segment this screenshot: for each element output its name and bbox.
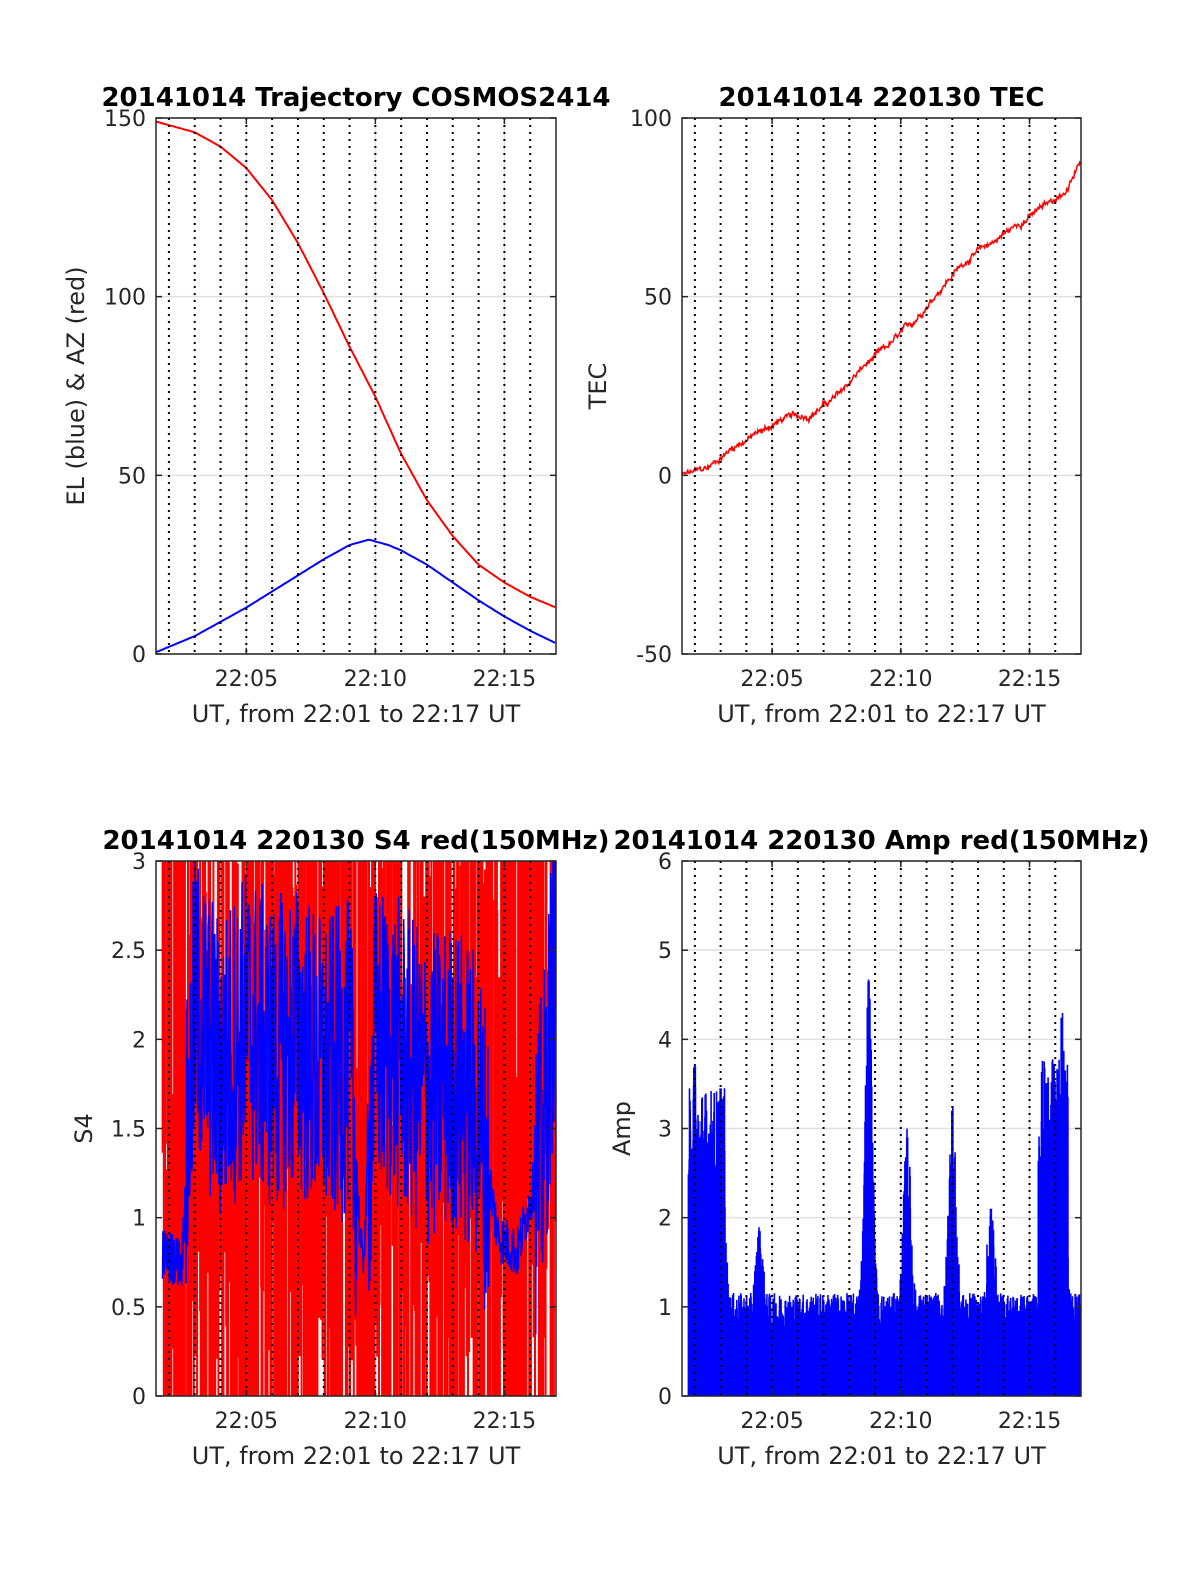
y-tick-label: 50 (118, 464, 146, 489)
y-tick-label: 100 (104, 286, 146, 311)
y-axis-label: EL (blue) & AZ (red) (62, 266, 90, 505)
chart-title: 20141014 Trajectory COSMOS2414 (101, 83, 610, 113)
y-tick-label: -50 (636, 643, 672, 668)
x-tick-label: 22:05 (740, 1409, 803, 1434)
series-line-blue (161, 861, 556, 1335)
series-group (682, 160, 1081, 476)
axes-box (155, 117, 557, 655)
axes-box (681, 117, 1082, 655)
series-group (161, 861, 556, 1396)
chart-panel-2: -50 0 50 100 22:05 22:10 22:15 20141014 220130 … (584, 83, 1082, 728)
x-tick-label: 22:05 (215, 667, 278, 692)
x-tick-label: 22:10 (869, 667, 932, 692)
x-axis-label: UT, from 22:01 to 22:17 UT (717, 1442, 1046, 1470)
y-tick-label: 5 (658, 939, 672, 964)
y-tick-label: 4 (658, 1028, 672, 1053)
chart-title: 20141014 220130 TEC (719, 83, 1045, 113)
y-tick-label: 1 (132, 1207, 146, 1232)
x-tick-label: 22:15 (473, 667, 536, 692)
x-tick-label: 22:10 (344, 1409, 407, 1434)
y-tick-label: 2.5 (111, 939, 146, 964)
x-tick-label: 22:15 (998, 1409, 1061, 1434)
x-axis-label: UT, from 22:01 to 22:17 UT (717, 700, 1046, 728)
y-tick-label: 0.5 (111, 1296, 146, 1321)
series-group (156, 120, 556, 654)
y-tick-label: 0 (132, 1385, 146, 1410)
x-tick-label: 22:10 (869, 1409, 932, 1434)
chart-title: 20141014 220130 Amp red(150MHz) (613, 826, 1149, 856)
y-tick-label: 100 (630, 107, 672, 132)
y-axis-label: S4 (70, 1113, 98, 1144)
y-tick-label: 2 (658, 1207, 672, 1232)
chart-panel-4: 0 1 2 3 4 5 6 22:05 22:10 22:15 20141014 220130 Am… (608, 826, 1150, 1470)
chart-title: 20141014 220130 S4 red(150MHz) (102, 826, 609, 856)
x-axis-label: UT, from 22:01 to 22:17 UT (192, 1442, 521, 1470)
y-axis-label: Amp (608, 1101, 636, 1156)
plot-area (682, 118, 1081, 654)
y-tick-label: 0 (132, 643, 146, 668)
y-tick-label: 2 (132, 1028, 146, 1053)
y-tick-label: 3 (658, 1118, 672, 1143)
chart-panel-1: 0 50 100 150 22:05 22:10 22:15 20141014 Traject… (62, 83, 611, 728)
x-axis-label: UT, from 22:01 to 22:17 UT (192, 700, 521, 728)
plot-area (156, 118, 556, 654)
y-tick-label: 50 (644, 286, 672, 311)
x-tick-label: 22:05 (215, 1409, 278, 1434)
x-tick-label: 22:10 (344, 667, 407, 692)
y-tick-label: 150 (104, 107, 146, 132)
y-tick-label: 6 (658, 850, 672, 875)
x-tick-label: 22:15 (473, 1409, 536, 1434)
y-tick-label: 0 (658, 464, 672, 489)
series-line-red (682, 160, 1081, 476)
series-line-blue (156, 538, 556, 654)
y-tick-label: 1 (658, 1296, 672, 1321)
y-axis-label: TEC (584, 363, 612, 411)
x-tick-label: 22:15 (998, 667, 1061, 692)
y-tick-label: 1.5 (111, 1118, 146, 1143)
series-line-red (156, 120, 556, 609)
y-tick-label: 3 (132, 850, 146, 875)
y-tick-label: 0 (658, 1385, 672, 1410)
x-tick-label: 22:05 (740, 667, 803, 692)
chart-panel-3: 0 0.5 1 1.5 2 2.5 3 22:05 22:10 22:15 20141014 220… (70, 826, 610, 1470)
